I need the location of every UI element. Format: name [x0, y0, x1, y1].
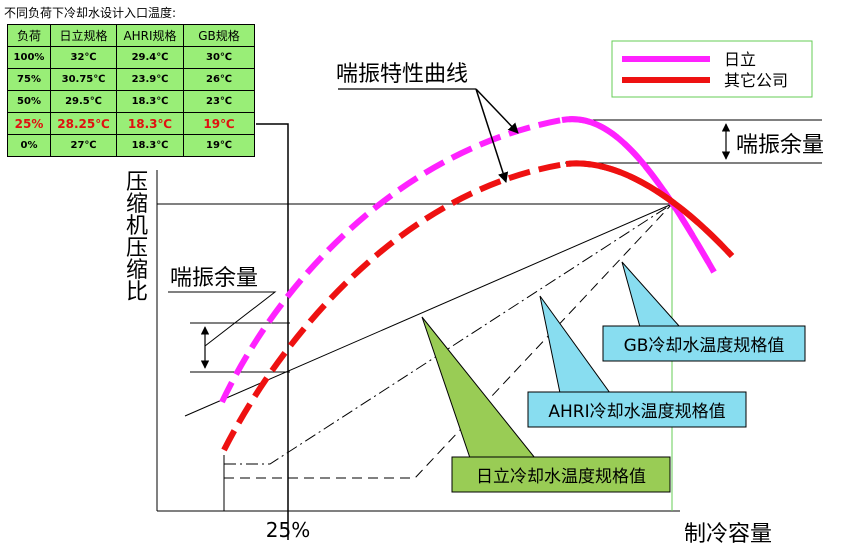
hitachi-surge-curve-solid	[561, 116, 717, 274]
table-cell: 0%	[7, 134, 51, 157]
ahri-operating-line	[224, 203, 673, 465]
ahri-callout-box	[527, 391, 747, 428]
table-header-row: 负荷 日立规格 AHRI规格 GB规格	[7, 24, 255, 47]
hitachi-callout-pointer	[421, 316, 537, 459]
table-connector-line	[256, 123, 289, 540]
table-header-cell: GB规格	[183, 24, 255, 47]
load-temperature-table: 负荷 日立规格 AHRI规格 GB规格 100% 32℃ 29.4℃ 30℃ 7…	[7, 24, 255, 157]
gb-callout-pointer	[621, 261, 682, 328]
legend-label-others: 其它公司	[724, 71, 788, 90]
x-tick-25: 25%	[266, 518, 310, 542]
table-row-highlight: 25% 28.25℃ 18.3℃ 19℃	[7, 112, 255, 135]
table-caption: 不同负荷下冷却水设计入口温度:	[4, 6, 177, 20]
surge-margin-leader	[168, 291, 277, 347]
surge-margin-label-right: 喘振余量	[736, 133, 824, 158]
gb-callout-label: GB冷却水温度规格值	[624, 336, 785, 356]
gb-operating-line	[224, 203, 673, 479]
gb-callout-box	[602, 325, 806, 362]
table-cell: 19℃	[183, 134, 255, 157]
surge-margin-label-left: 喘振余量	[170, 266, 258, 291]
hitachi-callout-box	[451, 456, 671, 493]
table-cell: 18.3℃	[116, 134, 184, 157]
hitachi-callout-label: 日立冷却水温度规格值	[476, 467, 646, 487]
table-cell: 23℃	[183, 90, 255, 113]
others-surge-curve-solid	[565, 160, 735, 259]
table-cell: 18.3℃	[116, 112, 184, 135]
table-row: 0% 27℃ 18.3℃ 19℃	[7, 134, 255, 157]
x-axis-label: 制冷容量	[684, 522, 772, 547]
table-cell: 28.25℃	[50, 112, 117, 135]
y-axis-label: 压缩机压缩比	[126, 170, 148, 305]
surge-curve-label: 喘振特性曲线	[336, 62, 468, 87]
ahri-callout-label: AHRI冷却水温度规格值	[548, 402, 725, 422]
surge-curve-arrow-2	[475, 88, 509, 183]
table-row: 100% 32℃ 29.4℃ 30℃	[7, 46, 255, 69]
table-cell: 27℃	[50, 134, 117, 157]
ahri-callout-pointer	[539, 295, 611, 394]
table-row: 50% 29.5℃ 18.3℃ 23℃	[7, 90, 255, 113]
surge-curve-arrow-1	[475, 88, 519, 134]
legend-box	[611, 40, 813, 98]
legend-label-hitachi: 日立	[724, 50, 756, 69]
table-cell: 30℃	[183, 46, 255, 69]
